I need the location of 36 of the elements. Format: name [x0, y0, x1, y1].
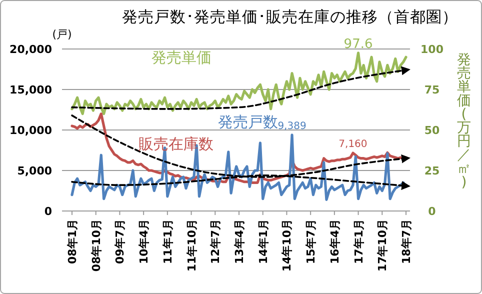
x-tick-label: 08年1月: [66, 219, 79, 264]
y-axis-title: (戸): [52, 28, 72, 41]
text: 発売単価(万円／㎡): [457, 52, 471, 190]
y-tick-label: 10,000: [10, 124, 52, 137]
x-tick-label: 11年10月: [185, 219, 198, 272]
x-tick-label: 10年4月: [138, 219, 151, 264]
line-series: [70, 134, 408, 201]
x-tick-label: 17年1月: [352, 219, 366, 264]
data-label: 7,160: [338, 139, 368, 150]
data-label: 97.6: [344, 36, 373, 52]
x-tick-label: 13年4月: [233, 219, 246, 264]
x-tick-label: 09年7月: [114, 219, 127, 264]
x-tick-label: 08年10月: [90, 219, 103, 272]
text: 発売単価: [152, 48, 212, 66]
x-tick-label: 11年1月: [161, 219, 174, 264]
x-tick-label: 14年10月: [280, 219, 294, 272]
y2-tick-label: 0: [428, 205, 436, 218]
x-tick-label: 15年7月: [304, 219, 318, 264]
y2-tick-label: 50: [424, 124, 440, 137]
x-tick-label: 14年1月: [256, 219, 270, 264]
x-tick-label: 16年4月: [328, 219, 342, 264]
y-tick-label: 0: [44, 205, 52, 218]
y2-tick-label: 100: [420, 43, 444, 56]
series-label: 販売在庫数: [138, 134, 214, 153]
y-tick-label: 20,000: [10, 43, 52, 56]
data-label: 9,389: [278, 120, 306, 132]
series-label: 発売戸数: [218, 113, 278, 131]
y2-tick-label: 75: [424, 84, 440, 96]
y-tick-label: 15,000: [10, 84, 52, 96]
line-series: [70, 52, 408, 116]
y-tick-label: 5,000: [17, 164, 52, 178]
x-tick-label: 12年7月: [209, 219, 222, 264]
x-tick-label: 17年10月: [376, 219, 390, 272]
chart-title: 発売戸数･発売単価･販売在庫の推移（首都圏）: [122, 8, 458, 26]
x-tick-label: 18年7月: [400, 219, 413, 264]
y2-tick-label: 25: [424, 164, 440, 178]
